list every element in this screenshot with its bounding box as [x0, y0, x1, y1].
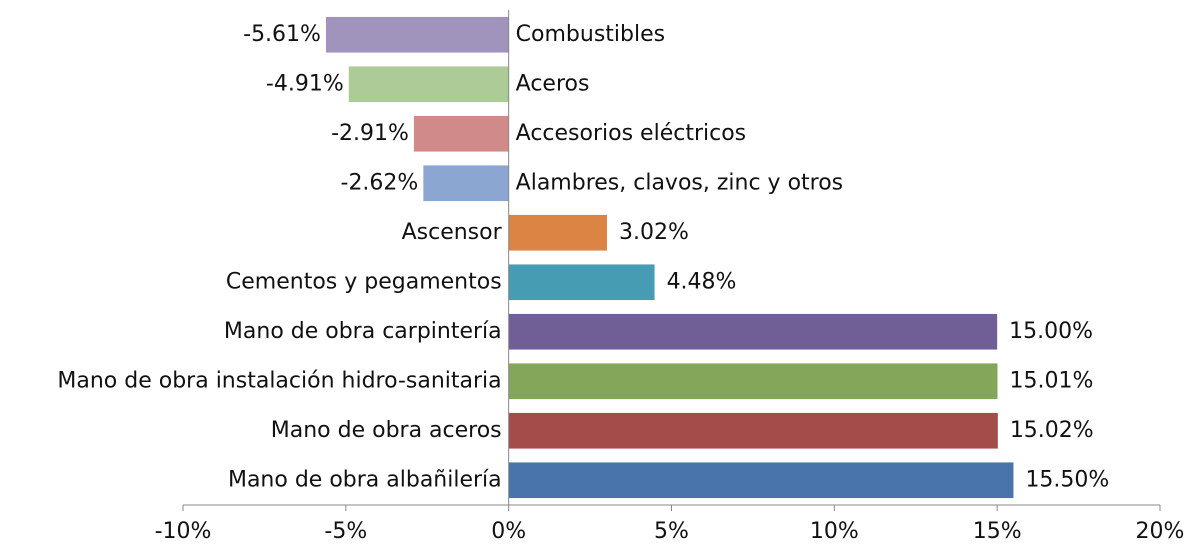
- value-label: 15.02%: [1010, 418, 1094, 443]
- category-label: Mano de obra aceros: [271, 418, 502, 443]
- category-label: Cementos y pegamentos: [226, 269, 502, 294]
- x-tick-label: 15%: [973, 519, 1022, 544]
- bar: [508, 264, 655, 301]
- bar: [413, 115, 509, 152]
- value-label: -2.62%: [341, 170, 419, 195]
- category-label: Mano de obra albañilería: [228, 467, 502, 492]
- category-label: Accesorios eléctricos: [516, 121, 746, 146]
- bar: [423, 165, 509, 202]
- bar: [325, 16, 509, 53]
- value-label: -5.61%: [243, 22, 321, 47]
- x-tick-label: 5%: [654, 519, 689, 544]
- bar: [348, 66, 509, 103]
- category-label: Aceros: [516, 71, 590, 96]
- category-label: Mano de obra carpintería: [224, 319, 502, 344]
- value-label: -2.91%: [331, 121, 409, 146]
- category-label: Combustibles: [516, 22, 665, 47]
- category-label: Ascensor: [402, 220, 503, 245]
- category-label: Mano de obra instalación hidro-sanitaria: [57, 368, 501, 393]
- x-tick-label: 20%: [1136, 519, 1185, 544]
- value-label: 15.50%: [1025, 467, 1109, 492]
- bar: [508, 313, 998, 350]
- value-label: 15.00%: [1009, 319, 1093, 344]
- category-label: Alambres, clavos, zinc y otros: [516, 170, 843, 195]
- bar: [508, 462, 1014, 499]
- value-label: 4.48%: [667, 269, 737, 294]
- bar: [508, 214, 608, 251]
- value-label: -4.91%: [266, 71, 344, 96]
- value-label: 3.02%: [619, 220, 689, 245]
- value-label: 15.01%: [1009, 368, 1093, 393]
- bar: [508, 363, 998, 400]
- x-tick-label: 0%: [491, 519, 526, 544]
- x-tick-label: -5%: [324, 519, 367, 544]
- x-tick-label: -10%: [155, 519, 212, 544]
- bar: [508, 412, 998, 449]
- x-tick-label: 10%: [810, 519, 859, 544]
